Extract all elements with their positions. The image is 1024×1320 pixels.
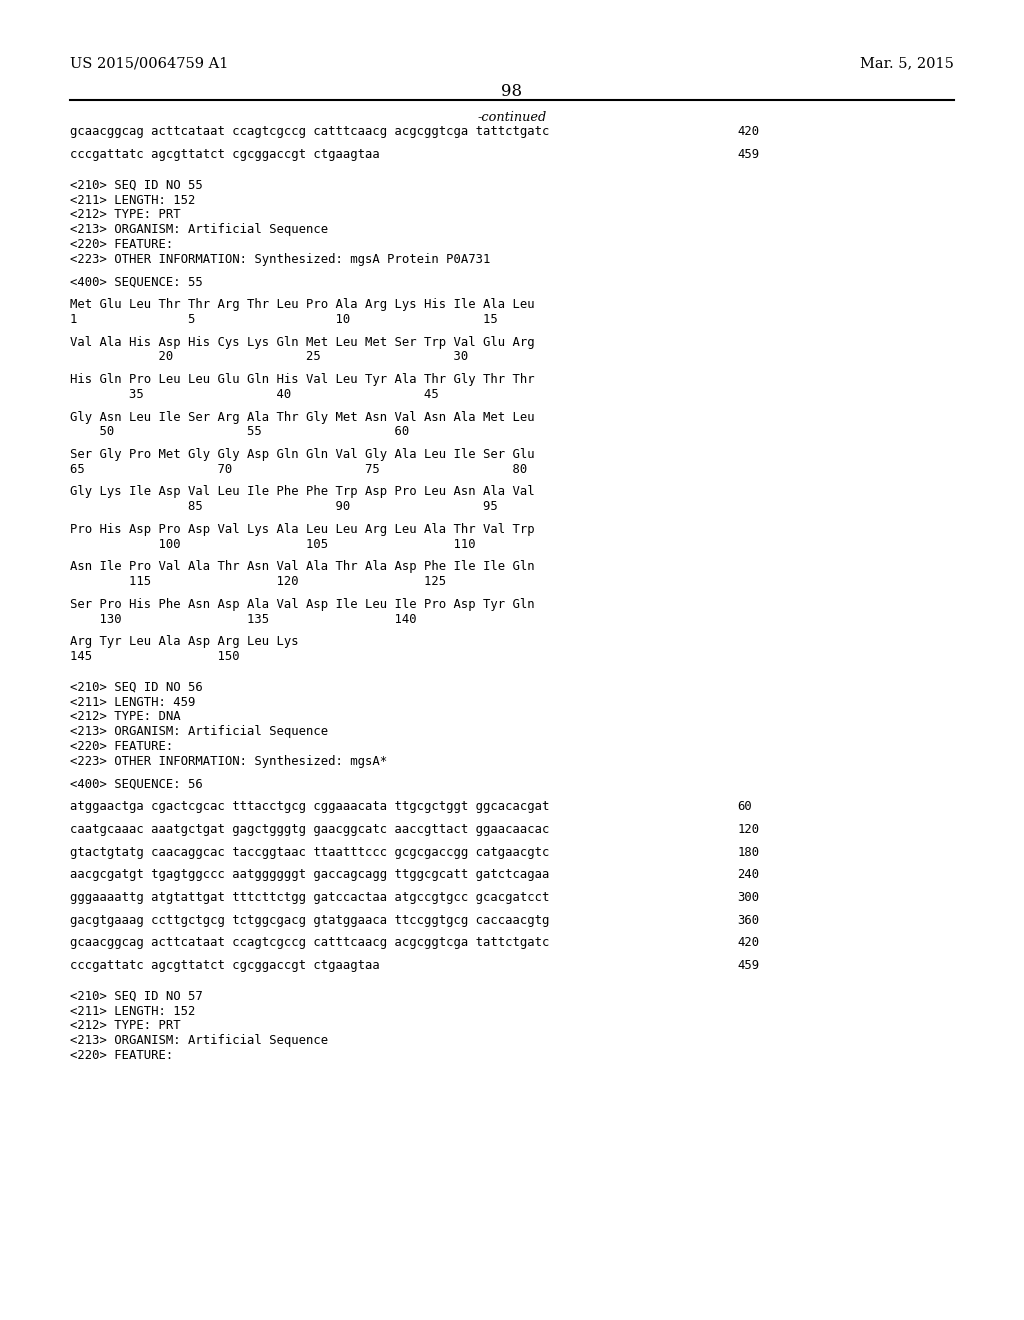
Text: Ser Gly Pro Met Gly Gly Asp Gln Gln Val Gly Ala Leu Ile Ser Glu: Ser Gly Pro Met Gly Gly Asp Gln Gln Val … [70,447,535,461]
Text: <211> LENGTH: 152: <211> LENGTH: 152 [70,1005,195,1018]
Text: 120: 120 [737,822,760,836]
Text: gcaacggcag acttcataat ccagtcgccg catttcaacg acgcggtcga tattctgatc: gcaacggcag acttcataat ccagtcgccg catttca… [70,125,549,139]
Text: 420: 420 [737,936,760,949]
Text: 1               5                   10                  15: 1 5 10 15 [70,313,498,326]
Text: <213> ORGANISM: Artificial Sequence: <213> ORGANISM: Artificial Sequence [70,1034,328,1047]
Text: cccgattatc agcgttatct cgcggaccgt ctgaagtaa: cccgattatc agcgttatct cgcggaccgt ctgaagt… [70,960,379,972]
Text: gacgtgaaag ccttgctgcg tctggcgacg gtatggaaca ttccggtgcg caccaacgtg: gacgtgaaag ccttgctgcg tctggcgacg gtatgga… [70,913,549,927]
Text: His Gln Pro Leu Leu Glu Gln His Val Leu Tyr Ala Thr Gly Thr Thr: His Gln Pro Leu Leu Glu Gln His Val Leu … [70,374,535,385]
Text: <212> TYPE: PRT: <212> TYPE: PRT [70,1019,180,1032]
Text: <213> ORGANISM: Artificial Sequence: <213> ORGANISM: Artificial Sequence [70,223,328,236]
Text: <211> LENGTH: 459: <211> LENGTH: 459 [70,696,195,709]
Text: 35                  40                  45: 35 40 45 [70,388,438,401]
Text: 100                 105                 110: 100 105 110 [70,537,475,550]
Text: <210> SEQ ID NO 56: <210> SEQ ID NO 56 [70,681,203,694]
Text: Asn Ile Pro Val Ala Thr Asn Val Ala Thr Ala Asp Phe Ile Ile Gln: Asn Ile Pro Val Ala Thr Asn Val Ala Thr … [70,561,535,573]
Text: Met Glu Leu Thr Thr Arg Thr Leu Pro Ala Arg Lys His Ile Ala Leu: Met Glu Leu Thr Thr Arg Thr Leu Pro Ala … [70,298,535,312]
Text: 50                  55                  60: 50 55 60 [70,425,409,438]
Text: <220> FEATURE:: <220> FEATURE: [70,238,173,251]
Text: 98: 98 [502,83,522,100]
Text: 459: 459 [737,960,760,972]
Text: <400> SEQUENCE: 55: <400> SEQUENCE: 55 [70,276,203,288]
Text: atggaactga cgactcgcac tttacctgcg cggaaacata ttgcgctggt ggcacacgat: atggaactga cgactcgcac tttacctgcg cggaaac… [70,800,549,813]
Text: <400> SEQUENCE: 56: <400> SEQUENCE: 56 [70,777,203,791]
Text: aacgcgatgt tgagtggccc aatggggggt gaccagcagg ttggcgcatt gatctcagaa: aacgcgatgt tgagtggccc aatggggggt gaccagc… [70,869,549,882]
Text: Arg Tyr Leu Ala Asp Arg Leu Lys: Arg Tyr Leu Ala Asp Arg Leu Lys [70,635,298,648]
Text: <210> SEQ ID NO 55: <210> SEQ ID NO 55 [70,178,203,191]
Text: caatgcaaac aaatgctgat gagctgggtg gaacggcatc aaccgttact ggaacaacac: caatgcaaac aaatgctgat gagctgggtg gaacggc… [70,822,549,836]
Text: <213> ORGANISM: Artificial Sequence: <213> ORGANISM: Artificial Sequence [70,725,328,738]
Text: 60: 60 [737,800,752,813]
Text: 20                  25                  30: 20 25 30 [70,350,468,363]
Text: US 2015/0064759 A1: US 2015/0064759 A1 [70,57,228,71]
Text: 130                 135                 140: 130 135 140 [70,612,417,626]
Text: Val Ala His Asp His Cys Lys Gln Met Leu Met Ser Trp Val Glu Arg: Val Ala His Asp His Cys Lys Gln Met Leu … [70,335,535,348]
Text: cccgattatc agcgttatct cgcggaccgt ctgaagtaa: cccgattatc agcgttatct cgcggaccgt ctgaagt… [70,148,379,161]
Text: 420: 420 [737,125,760,139]
Text: <212> TYPE: PRT: <212> TYPE: PRT [70,209,180,222]
Text: 459: 459 [737,148,760,161]
Text: -continued: -continued [477,111,547,124]
Text: 240: 240 [737,869,760,882]
Text: 360: 360 [737,913,760,927]
Text: gcaacggcag acttcataat ccagtcgccg catttcaacg acgcggtcga tattctgatc: gcaacggcag acttcataat ccagtcgccg catttca… [70,936,549,949]
Text: <212> TYPE: DNA: <212> TYPE: DNA [70,710,180,723]
Text: Gly Asn Leu Ile Ser Arg Ala Thr Gly Met Asn Val Asn Ala Met Leu: Gly Asn Leu Ile Ser Arg Ala Thr Gly Met … [70,411,535,424]
Text: gtactgtatg caacaggcac taccggtaac ttaatttccc gcgcgaccgg catgaacgtc: gtactgtatg caacaggcac taccggtaac ttaattt… [70,846,549,858]
Text: <223> OTHER INFORMATION: Synthesized: mgsA Protein P0A731: <223> OTHER INFORMATION: Synthesized: mg… [70,252,490,265]
Text: Pro His Asp Pro Asp Val Lys Ala Leu Leu Arg Leu Ala Thr Val Trp: Pro His Asp Pro Asp Val Lys Ala Leu Leu … [70,523,535,536]
Text: gggaaaattg atgtattgat tttcttctgg gatccactaa atgccgtgcc gcacgatcct: gggaaaattg atgtattgat tttcttctgg gatccac… [70,891,549,904]
Text: Gly Lys Ile Asp Val Leu Ile Phe Phe Trp Asp Pro Leu Asn Ala Val: Gly Lys Ile Asp Val Leu Ile Phe Phe Trp … [70,486,535,499]
Text: 115                 120                 125: 115 120 125 [70,576,445,589]
Text: <211> LENGTH: 152: <211> LENGTH: 152 [70,194,195,206]
Text: 85                  90                  95: 85 90 95 [70,500,498,513]
Text: Mar. 5, 2015: Mar. 5, 2015 [860,57,954,71]
Text: 300: 300 [737,891,760,904]
Text: <210> SEQ ID NO 57: <210> SEQ ID NO 57 [70,990,203,1003]
Text: 145                 150: 145 150 [70,651,240,663]
Text: <223> OTHER INFORMATION: Synthesized: mgsA*: <223> OTHER INFORMATION: Synthesized: mg… [70,755,387,768]
Text: <220> FEATURE:: <220> FEATURE: [70,1049,173,1061]
Text: 65                  70                  75                  80: 65 70 75 80 [70,463,527,475]
Text: <220> FEATURE:: <220> FEATURE: [70,741,173,752]
Text: 180: 180 [737,846,760,858]
Text: Ser Pro His Phe Asn Asp Ala Val Asp Ile Leu Ile Pro Asp Tyr Gln: Ser Pro His Phe Asn Asp Ala Val Asp Ile … [70,598,535,611]
